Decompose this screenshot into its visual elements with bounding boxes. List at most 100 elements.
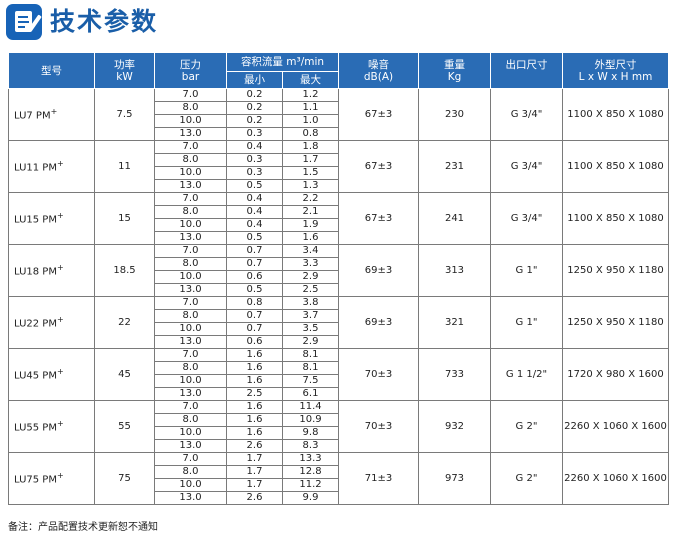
flow-max-cell: 3.8 — [282, 296, 339, 310]
flow-min-cell: 0.5 — [226, 179, 283, 193]
flow-min-cell: 0.7 — [226, 257, 283, 271]
weight-cell: 973 — [418, 452, 491, 505]
flow-min-cell: 1.6 — [226, 374, 283, 388]
flow-min-cell: 0.7 — [226, 322, 283, 336]
model-name: LU22 PM — [14, 318, 57, 330]
flow-max-cell: 2.9 — [282, 270, 339, 284]
model-name: LU75 PM — [14, 474, 57, 486]
flow-max-cell: 8.1 — [282, 348, 339, 362]
flow-max-cell: 1.6 — [282, 231, 339, 245]
pressure-cell: 7.0 — [154, 244, 227, 258]
flow-min-cell: 0.5 — [226, 283, 283, 297]
flow-max-cell: 2.9 — [282, 335, 339, 349]
flow-max-cell: 13.3 — [282, 452, 339, 466]
weight-cell: 231 — [418, 140, 491, 193]
model-cell: LU7 PM+ — [8, 88, 95, 141]
header-noise: 噪音 dB(A) — [338, 52, 419, 89]
noise-cell: 67±3 — [338, 88, 419, 141]
table-row: 10.0 1.6 7.5 — [9, 374, 669, 388]
footnote: 备注：产品配置技术更新恕不通知 — [8, 522, 158, 533]
outlet-cell: G 1" — [490, 244, 563, 297]
pressure-cell: 7.0 — [154, 348, 227, 362]
dims-cell: 1720 X 980 X 1600 — [562, 348, 669, 401]
table-row: 13.0 0.5 1.3 — [9, 179, 669, 193]
model-suffix: + — [50, 107, 58, 117]
flow-max-cell: 8.3 — [282, 439, 339, 453]
pressure-cell: 13.0 — [154, 231, 227, 245]
header-weight: 重量 Kg — [418, 52, 491, 89]
dims-cell: 1100 X 850 X 1080 — [562, 140, 669, 193]
table-row: 13.0 2.6 8.3 — [9, 439, 669, 453]
pressure-cell: 13.0 — [154, 283, 227, 297]
table-row: 13.0 0.5 2.5 — [9, 283, 669, 297]
power-cell: 7.5 — [94, 88, 155, 141]
pressure-cell: 10.0 — [154, 374, 227, 388]
model-cell: LU11 PM+ — [8, 140, 95, 193]
header-flow: 容积流量 m³/min — [226, 52, 339, 72]
pressure-cell: 7.0 — [154, 140, 227, 154]
pressure-cell: 8.0 — [154, 309, 227, 323]
table-row: 8.0 0.3 1.7 — [9, 153, 669, 167]
noise-cell: 69±3 — [338, 296, 419, 349]
pressure-cell: 8.0 — [154, 205, 227, 219]
power-cell: 22 — [94, 296, 155, 349]
flow-min-cell: 0.6 — [226, 270, 283, 284]
model-cell: LU55 PM+ — [8, 400, 95, 453]
pressure-cell: 7.0 — [154, 296, 227, 310]
table-row: LU45 PM+ 45 7.0 1.6 8.1 70±3 733 G 1 1/2" 1720 X… — [8, 348, 669, 401]
pressure-cell: 13.0 — [154, 127, 227, 141]
flow-min-cell: 0.4 — [226, 218, 283, 232]
title-bar: 技术参数 — [6, 4, 158, 40]
header-pressure: 压力 bar — [154, 52, 227, 89]
table-row: LU15 PM+ 15 7.0 0.4 2.2 67±3 241 G 3/4" 1100 X 8… — [8, 192, 669, 245]
table-row: 10.0 1.7 11.2 — [9, 478, 669, 492]
flow-min-cell: 0.2 — [226, 88, 283, 102]
table-row: LU22 PM+ 22 7.0 0.8 3.8 69±3 321 G 1" 1250 X 950… — [8, 296, 669, 349]
table-row: 13.0 2.6 9.9 — [9, 491, 669, 505]
flow-max-cell: 11.2 — [282, 478, 339, 492]
weight-cell: 321 — [418, 296, 491, 349]
model-cell: LU15 PM+ — [8, 192, 95, 245]
pressure-cell: 13.0 — [154, 387, 227, 401]
pressure-cell: 7.0 — [154, 400, 227, 414]
table-row: 8.0 0.7 3.7 — [9, 309, 669, 323]
pressure-cell: 10.0 — [154, 166, 227, 180]
flow-max-cell: 11.4 — [282, 400, 339, 414]
noise-cell: 70±3 — [338, 400, 419, 453]
flow-max-cell: 1.0 — [282, 114, 339, 128]
flow-max-cell: 2.2 — [282, 192, 339, 206]
outlet-cell: G 1" — [490, 296, 563, 349]
flow-max-cell: 1.9 — [282, 218, 339, 232]
flow-min-cell: 1.7 — [226, 452, 283, 466]
model-suffix: + — [56, 211, 64, 221]
pressure-cell: 13.0 — [154, 179, 227, 193]
weight-cell: 230 — [418, 88, 491, 141]
pressure-cell: 13.0 — [154, 335, 227, 349]
model-suffix: + — [56, 419, 64, 429]
flow-min-cell: 0.4 — [226, 192, 283, 206]
flow-min-cell: 0.4 — [226, 205, 283, 219]
flow-min-cell: 0.4 — [226, 140, 283, 154]
dims-cell: 1250 X 950 X 1180 — [562, 244, 669, 297]
outlet-cell: G 2" — [490, 400, 563, 453]
power-cell: 45 — [94, 348, 155, 401]
power-cell: 75 — [94, 452, 155, 505]
document-icon — [6, 4, 42, 40]
model-name: LU55 PM — [14, 422, 57, 434]
outlet-cell: G 1 1/2" — [490, 348, 563, 401]
model-cell: LU22 PM+ — [8, 296, 95, 349]
power-cell: 55 — [94, 400, 155, 453]
flow-max-cell: 1.8 — [282, 140, 339, 154]
flow-min-cell: 0.5 — [226, 231, 283, 245]
flow-max-cell: 10.9 — [282, 413, 339, 427]
model-cell: LU18 PM+ — [8, 244, 95, 297]
table-row: LU75 PM+ 75 7.0 1.7 13.3 71±3 973 G 2" 2260 X 10… — [8, 452, 669, 505]
flow-min-cell: 0.8 — [226, 296, 283, 310]
power-cell: 15 — [94, 192, 155, 245]
dims-cell: 2260 X 1060 X 1600 — [562, 452, 669, 505]
flow-min-cell: 1.6 — [226, 361, 283, 375]
pressure-cell: 8.0 — [154, 153, 227, 167]
flow-max-cell: 0.8 — [282, 127, 339, 141]
outlet-cell: G 3/4" — [490, 88, 563, 141]
flow-max-cell: 1.7 — [282, 153, 339, 167]
